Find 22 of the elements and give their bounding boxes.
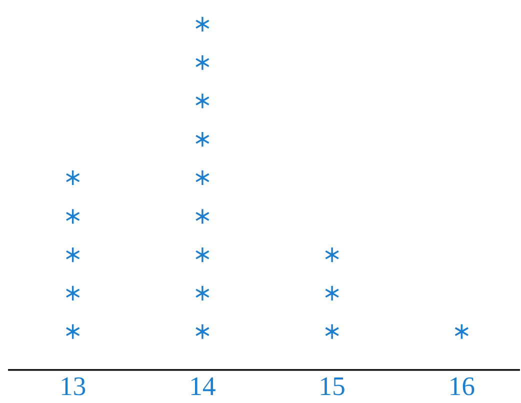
x-tick-label: 16	[450, 377, 474, 396]
point	[454, 323, 469, 340]
point	[195, 131, 210, 148]
point	[66, 246, 80, 264]
point	[324, 246, 340, 264]
x-tick-label: 14	[191, 377, 216, 395]
point	[195, 323, 210, 340]
point	[324, 323, 340, 340]
point	[66, 170, 80, 186]
point	[66, 285, 80, 302]
point	[195, 170, 210, 186]
x-tick-label: 15	[321, 377, 344, 396]
point	[66, 323, 80, 340]
point	[195, 16, 210, 32]
point	[195, 285, 210, 302]
x-tick-label: 13	[62, 377, 86, 396]
point	[195, 246, 210, 264]
point	[195, 208, 210, 225]
point	[66, 208, 80, 225]
point	[195, 92, 210, 110]
point	[195, 54, 210, 71]
point	[324, 285, 340, 302]
